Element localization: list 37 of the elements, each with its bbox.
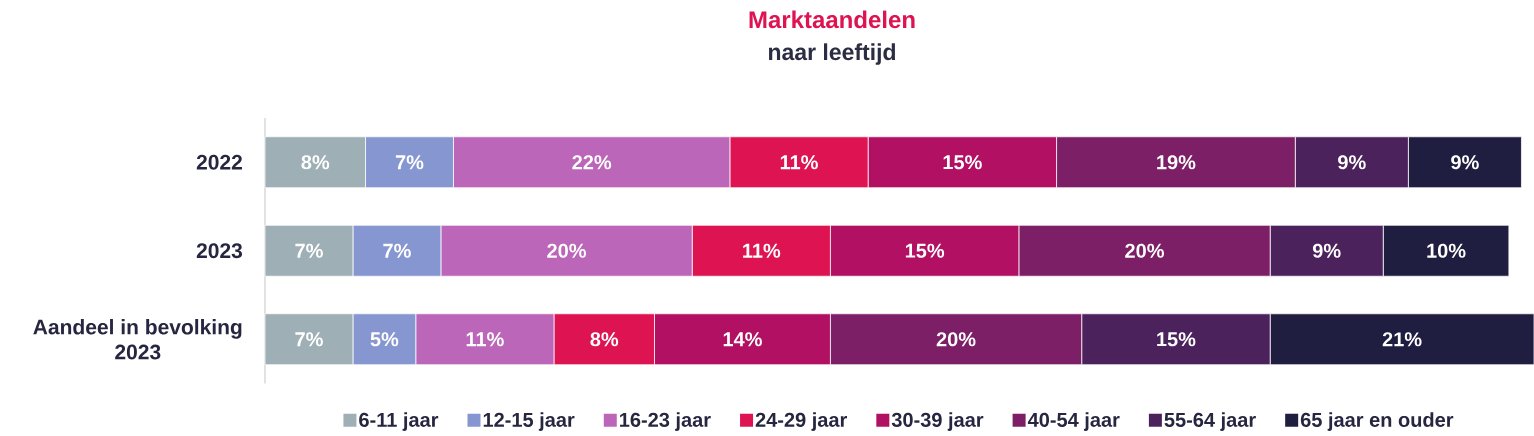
- data-label: 8%: [301, 155, 330, 170]
- legend-label: 65 jaar en ouder: [1300, 412, 1454, 431]
- legend-label: 40-54 jaar: [1027, 412, 1120, 431]
- data-label: 9%: [1451, 155, 1479, 170]
- data-label: 5%: [370, 332, 399, 347]
- data-label: 22%: [572, 155, 612, 170]
- data-label: 7%: [383, 243, 411, 258]
- legend-label: 55-64 jaar: [1164, 412, 1256, 431]
- data-label: 20%: [936, 332, 976, 347]
- y-tick-label: 2022: [196, 154, 242, 170]
- data-label: 11%: [466, 332, 504, 347]
- data-label: 15%: [905, 243, 945, 258]
- data-label: 9%: [1338, 155, 1366, 170]
- data-label: 15%: [1157, 332, 1196, 347]
- data-label: 9%: [1312, 243, 1341, 258]
- data-label: 21%: [1382, 332, 1422, 347]
- data-label: 11%: [780, 155, 818, 170]
- data-label: 15%: [943, 155, 982, 170]
- data-label: 7%: [395, 155, 424, 170]
- data-label: 20%: [1125, 243, 1164, 258]
- y-tick-label: 2023: [196, 243, 243, 259]
- data-label: 10%: [1427, 243, 1466, 258]
- legend-label: 6-11 jaar: [359, 412, 439, 431]
- chart-title: Marktaandelen: [749, 10, 915, 29]
- data-label: 20%: [547, 243, 587, 258]
- data-label: 7%: [295, 243, 323, 258]
- legend-label: 12-15 jaar: [483, 412, 575, 431]
- legend-label: 30-39 jaar: [891, 412, 984, 431]
- data-label: 14%: [723, 332, 762, 347]
- legend-label: 24-29 jaar: [755, 412, 848, 431]
- legend-label: 16-23 jaar: [620, 412, 711, 431]
- y-tick-label: Aandeel in bevolking 2023: [33, 319, 242, 360]
- data-label: 11%: [743, 243, 781, 258]
- data-label: 7%: [295, 332, 323, 347]
- chart-subtitle: naar leeftijd: [768, 43, 896, 65]
- data-label: 19%: [1157, 155, 1196, 170]
- data-label: 8%: [590, 332, 619, 347]
